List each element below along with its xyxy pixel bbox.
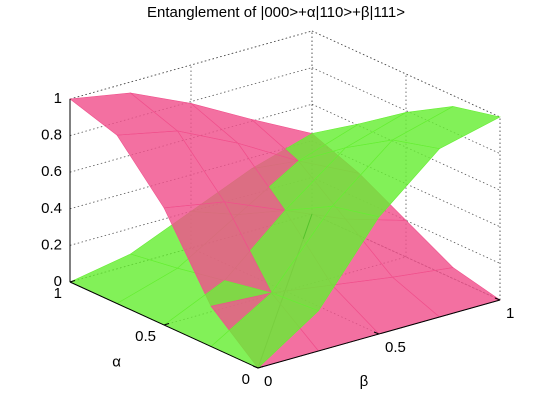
box-edge bbox=[69, 30, 313, 100]
z-tick-label: 0 bbox=[54, 273, 62, 290]
x-axis-label: α bbox=[112, 354, 121, 371]
grid-line bbox=[311, 30, 501, 118]
x-tick-label: 0 bbox=[242, 371, 250, 388]
grid-line bbox=[311, 140, 501, 228]
tick-mark bbox=[494, 297, 501, 301]
surfaces bbox=[69, 92, 501, 369]
x-tick-label: 0.5 bbox=[135, 328, 156, 345]
tick-mark bbox=[69, 280, 76, 283]
grid-line bbox=[311, 103, 501, 191]
z-tick-label: 0.6 bbox=[41, 163, 62, 180]
grid-line bbox=[311, 67, 501, 154]
tick-mark bbox=[373, 331, 380, 335]
x-tick-label: 1 bbox=[54, 285, 62, 302]
grid-line bbox=[69, 30, 313, 100]
chart-title: Entanglement of |000>+α|110>+β|111> bbox=[147, 4, 405, 21]
tick-mark bbox=[163, 323, 170, 326]
grid-line bbox=[69, 67, 313, 136]
y-tick-label: 0 bbox=[264, 373, 272, 390]
z-tick-label: 0.2 bbox=[41, 236, 62, 253]
axis-line bbox=[69, 281, 259, 369]
y-tick-label: 1 bbox=[506, 305, 514, 322]
z-tick-label: 1 bbox=[54, 90, 62, 107]
grid-line bbox=[311, 177, 501, 264]
z-tick-label: 0.8 bbox=[41, 127, 62, 144]
grid-line bbox=[69, 103, 313, 173]
axis-line bbox=[257, 299, 501, 369]
y-tick-label: 0.5 bbox=[385, 339, 406, 356]
z-tick-label: 0.4 bbox=[41, 200, 62, 217]
y-axis-label: β bbox=[360, 373, 369, 390]
